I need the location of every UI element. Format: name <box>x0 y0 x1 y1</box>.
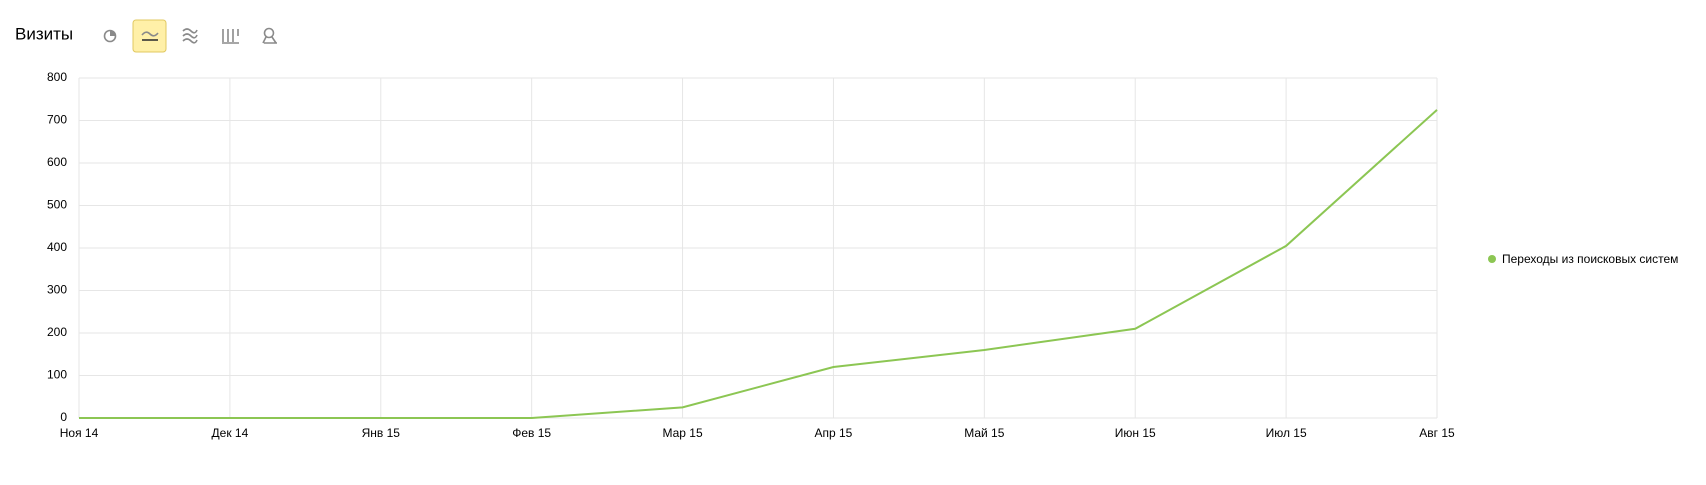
y-tick-label: 300 <box>47 283 67 297</box>
y-tick-label: 100 <box>47 368 67 382</box>
x-tick-label: Фев 15 <box>512 426 551 440</box>
x-tick-label: Апр 15 <box>815 426 853 440</box>
x-tick-label: Июл 15 <box>1266 426 1307 440</box>
legend-label: Переходы из поисковых систем <box>1502 252 1678 266</box>
y-tick-label: 800 <box>47 70 67 84</box>
legend-marker <box>1488 255 1496 263</box>
x-tick-label: Ноя 14 <box>60 426 99 440</box>
x-tick-label: Июн 15 <box>1115 426 1156 440</box>
x-tick-label: Дек 14 <box>212 426 249 440</box>
chart-title: Визиты <box>15 24 73 43</box>
area-button[interactable] <box>182 28 198 44</box>
y-tick-label: 700 <box>47 113 67 127</box>
series-line <box>79 109 1438 419</box>
y-tick-label: 500 <box>47 198 67 212</box>
y-tick-label: 200 <box>47 325 67 339</box>
line-button[interactable] <box>132 19 167 53</box>
pie-button[interactable] <box>103 29 117 43</box>
x-tick-label: Авг 15 <box>1419 426 1455 440</box>
y-tick-label: 600 <box>47 155 67 169</box>
x-tick-label: Май 15 <box>964 426 1005 440</box>
x-tick-label: Мар 15 <box>662 426 702 440</box>
map-button[interactable] <box>262 27 277 44</box>
y-tick-label: 0 <box>60 410 67 424</box>
x-tick-label: Янв 15 <box>362 426 401 440</box>
chart-type-buttons <box>103 19 277 53</box>
bar-button[interactable] <box>222 29 239 44</box>
y-tick-label: 400 <box>47 240 67 254</box>
